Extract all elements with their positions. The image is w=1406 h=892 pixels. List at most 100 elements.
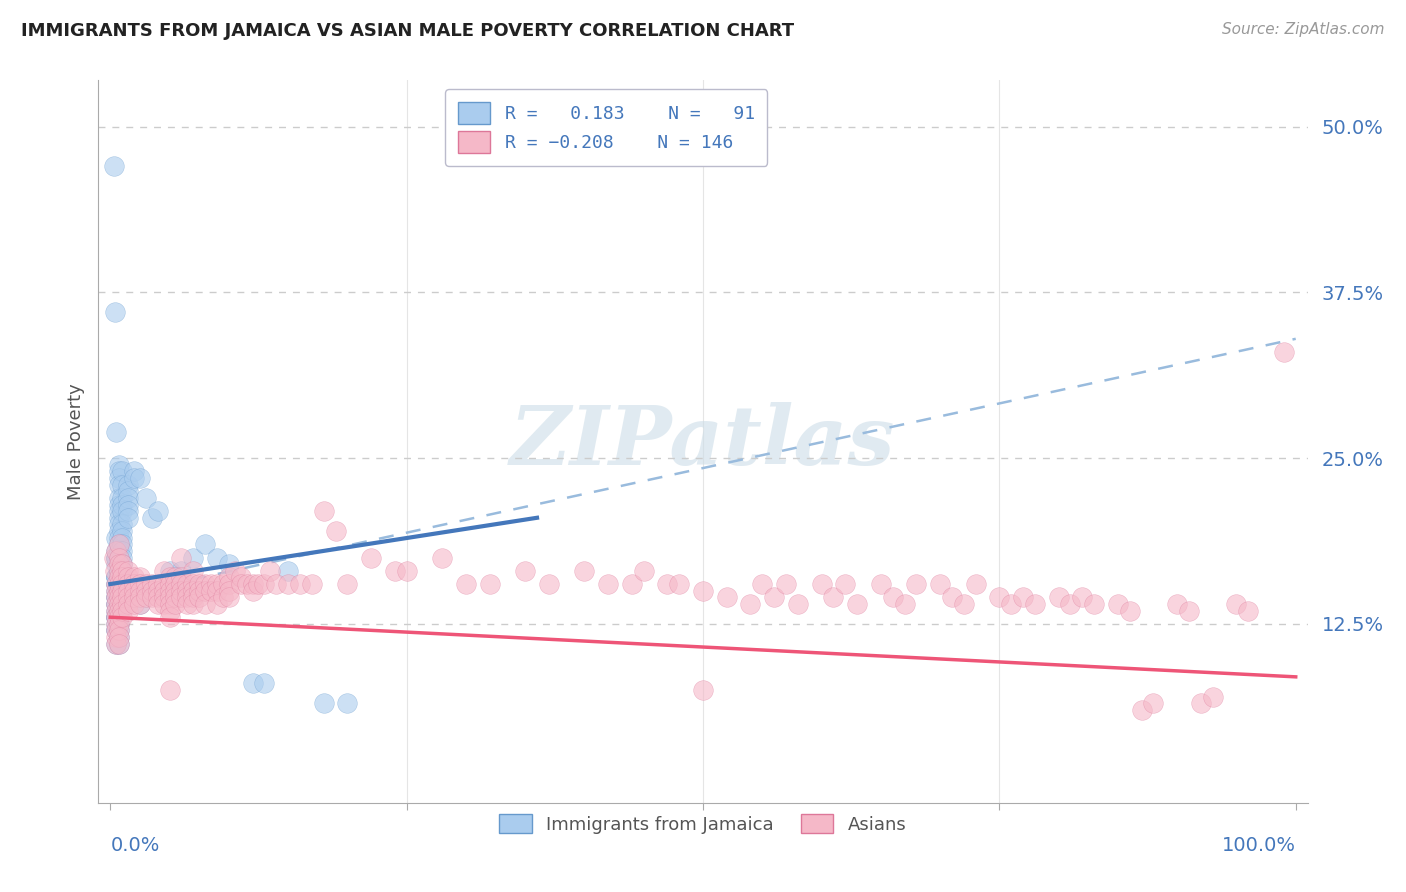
Point xyxy=(103,550,125,565)
Point xyxy=(117,491,139,505)
Point xyxy=(146,504,169,518)
Point xyxy=(1272,345,1295,359)
Point xyxy=(159,591,181,605)
Point xyxy=(205,583,228,598)
Point xyxy=(176,577,198,591)
Point xyxy=(740,597,762,611)
Point xyxy=(1059,597,1081,611)
Point xyxy=(1047,591,1070,605)
Point xyxy=(117,484,139,499)
Point xyxy=(1000,597,1022,611)
Point xyxy=(1237,603,1260,617)
Point xyxy=(218,557,240,571)
Point xyxy=(176,583,198,598)
Point xyxy=(111,583,134,598)
Point xyxy=(105,557,128,571)
Point xyxy=(253,676,276,690)
Point xyxy=(1130,703,1153,717)
Point xyxy=(111,603,134,617)
Point xyxy=(165,570,187,584)
Point xyxy=(107,591,129,605)
Point xyxy=(165,583,187,598)
Point xyxy=(117,583,139,598)
Point xyxy=(129,583,152,598)
Point xyxy=(259,564,281,578)
Point xyxy=(159,577,181,591)
Point xyxy=(159,603,181,617)
Point xyxy=(537,577,560,591)
Point xyxy=(107,577,129,591)
Point xyxy=(277,577,299,591)
Point xyxy=(598,577,620,591)
Point xyxy=(111,564,134,578)
Point xyxy=(218,583,240,598)
Point xyxy=(111,570,134,584)
Point xyxy=(107,630,129,644)
Point xyxy=(107,464,129,478)
Point xyxy=(111,498,134,512)
Text: ZIPatlas: ZIPatlas xyxy=(510,401,896,482)
Point xyxy=(1071,591,1094,605)
Point xyxy=(218,570,240,584)
Point xyxy=(104,305,127,319)
Text: IMMIGRANTS FROM JAMAICA VS ASIAN MALE POVERTY CORRELATION CHART: IMMIGRANTS FROM JAMAICA VS ASIAN MALE PO… xyxy=(21,22,794,40)
Point xyxy=(288,577,311,591)
Point xyxy=(312,504,335,518)
Point xyxy=(135,591,157,605)
Point xyxy=(105,591,128,605)
Point xyxy=(129,597,152,611)
Point xyxy=(312,697,335,711)
Point xyxy=(218,577,240,591)
Point xyxy=(212,591,235,605)
Point xyxy=(170,577,193,591)
Point xyxy=(181,564,204,578)
Point xyxy=(763,591,786,605)
Point xyxy=(384,564,406,578)
Point xyxy=(152,564,174,578)
Point xyxy=(117,570,139,584)
Point xyxy=(105,577,128,591)
Point xyxy=(111,557,134,571)
Text: Source: ZipAtlas.com: Source: ZipAtlas.com xyxy=(1222,22,1385,37)
Point xyxy=(105,637,128,651)
Point xyxy=(122,464,145,478)
Point xyxy=(105,610,128,624)
Point xyxy=(176,597,198,611)
Point xyxy=(165,570,187,584)
Point xyxy=(107,564,129,578)
Point xyxy=(188,583,211,598)
Point xyxy=(122,591,145,605)
Point xyxy=(122,471,145,485)
Point xyxy=(224,564,246,578)
Point xyxy=(882,591,904,605)
Point xyxy=(111,524,134,538)
Point xyxy=(107,610,129,624)
Point xyxy=(188,591,211,605)
Point xyxy=(152,597,174,611)
Point xyxy=(111,577,134,591)
Point xyxy=(170,570,193,584)
Point xyxy=(105,637,128,651)
Point xyxy=(129,597,152,611)
Point xyxy=(111,583,134,598)
Point xyxy=(105,616,128,631)
Point xyxy=(336,577,359,591)
Point xyxy=(170,577,193,591)
Point xyxy=(105,544,128,558)
Point xyxy=(181,597,204,611)
Point xyxy=(107,550,129,565)
Point xyxy=(111,550,134,565)
Point xyxy=(117,510,139,524)
Point xyxy=(165,597,187,611)
Point xyxy=(146,597,169,611)
Point xyxy=(165,577,187,591)
Point xyxy=(1119,603,1142,617)
Point xyxy=(846,597,869,611)
Point xyxy=(122,583,145,598)
Point xyxy=(141,510,163,524)
Point xyxy=(229,570,252,584)
Point xyxy=(107,477,129,491)
Point xyxy=(194,577,217,591)
Point xyxy=(105,550,128,565)
Point xyxy=(205,597,228,611)
